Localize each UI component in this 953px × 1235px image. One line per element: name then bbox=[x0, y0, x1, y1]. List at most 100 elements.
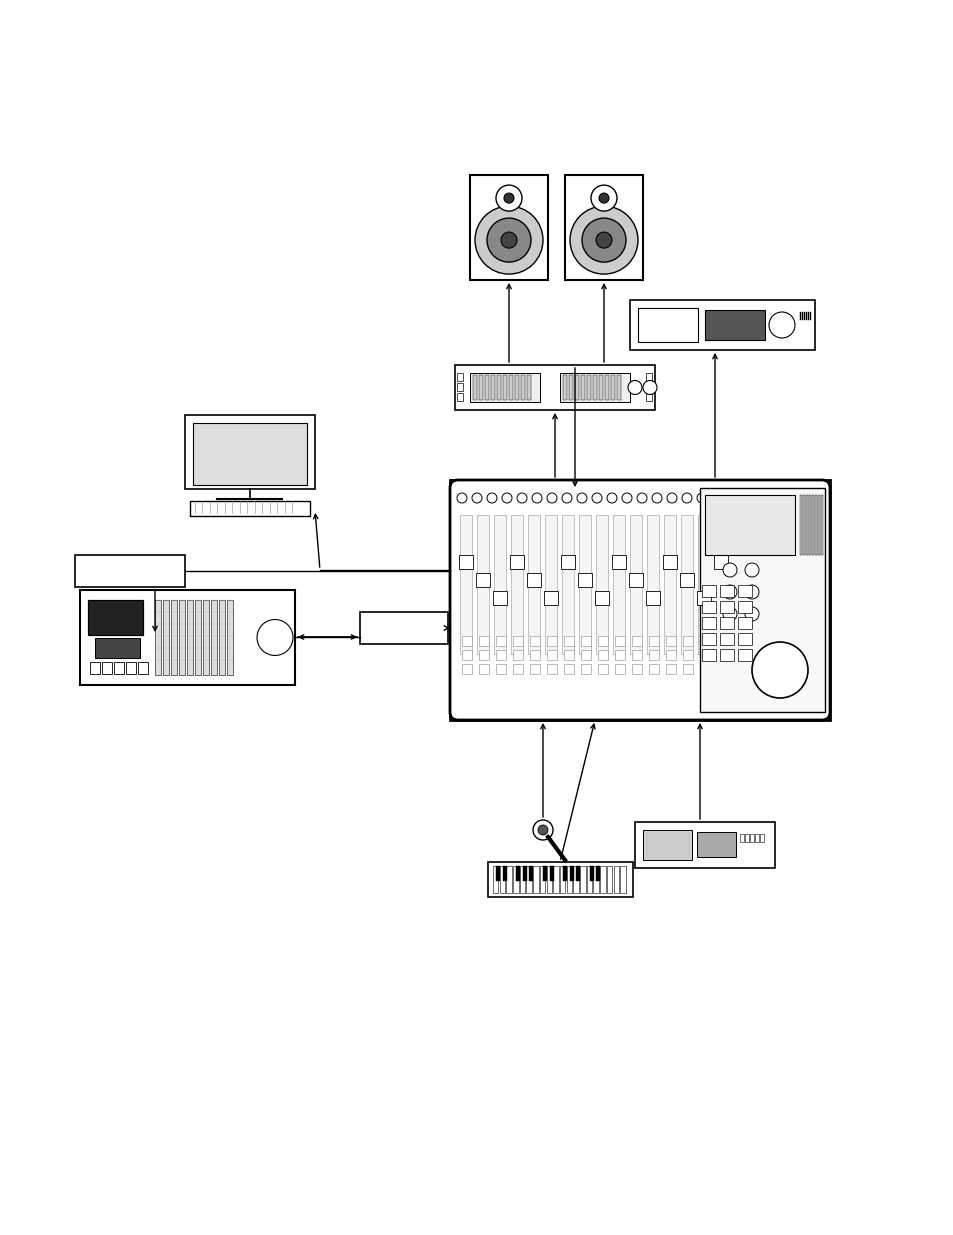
Bar bbox=[646, 515, 659, 655]
Bar bbox=[598, 375, 602, 400]
Bar bbox=[563, 650, 574, 659]
Bar bbox=[530, 664, 539, 674]
Bar bbox=[580, 664, 590, 674]
Bar bbox=[456, 373, 462, 382]
Bar bbox=[497, 375, 500, 400]
Bar bbox=[805, 495, 807, 555]
Circle shape bbox=[681, 493, 691, 503]
Bar bbox=[700, 636, 709, 646]
Bar bbox=[648, 664, 659, 674]
Bar bbox=[193, 424, 307, 485]
Circle shape bbox=[486, 219, 531, 262]
Circle shape bbox=[741, 493, 751, 503]
Bar bbox=[595, 592, 608, 605]
Bar bbox=[190, 500, 310, 515]
Bar bbox=[613, 866, 618, 893]
Bar bbox=[456, 383, 462, 391]
Bar bbox=[821, 495, 822, 555]
Circle shape bbox=[532, 493, 541, 503]
Bar bbox=[544, 515, 557, 655]
Bar bbox=[459, 515, 472, 655]
Bar bbox=[527, 515, 539, 655]
Circle shape bbox=[598, 193, 608, 203]
Bar bbox=[679, 573, 693, 587]
Bar bbox=[559, 373, 629, 403]
Bar bbox=[461, 636, 472, 646]
Bar bbox=[749, 834, 753, 842]
Bar bbox=[511, 515, 522, 655]
Bar bbox=[754, 834, 759, 842]
Bar bbox=[526, 866, 532, 893]
Circle shape bbox=[621, 493, 631, 503]
Bar bbox=[493, 592, 506, 605]
Bar bbox=[598, 650, 607, 659]
Bar bbox=[680, 515, 692, 655]
Circle shape bbox=[666, 493, 677, 503]
Bar bbox=[628, 573, 642, 587]
Bar bbox=[701, 650, 716, 661]
Circle shape bbox=[651, 493, 661, 503]
Bar bbox=[513, 866, 518, 893]
Bar bbox=[615, 650, 624, 659]
Bar bbox=[586, 866, 592, 893]
Bar bbox=[593, 375, 597, 400]
Circle shape bbox=[711, 493, 721, 503]
Circle shape bbox=[606, 493, 617, 503]
Bar bbox=[522, 866, 526, 881]
Bar bbox=[211, 600, 216, 676]
Bar bbox=[698, 515, 709, 655]
Circle shape bbox=[722, 585, 737, 599]
Bar bbox=[631, 664, 641, 674]
Circle shape bbox=[533, 820, 553, 840]
Bar bbox=[506, 866, 512, 893]
Bar bbox=[738, 601, 751, 613]
Bar bbox=[701, 618, 716, 629]
Bar bbox=[663, 515, 676, 655]
Circle shape bbox=[501, 493, 512, 503]
Bar bbox=[701, 634, 716, 645]
Circle shape bbox=[642, 380, 657, 394]
Bar bbox=[586, 375, 590, 400]
Bar bbox=[478, 664, 489, 674]
Bar bbox=[598, 636, 607, 646]
Bar bbox=[631, 636, 641, 646]
Bar bbox=[645, 383, 651, 391]
Circle shape bbox=[475, 206, 542, 274]
Bar bbox=[645, 393, 651, 401]
Bar bbox=[662, 555, 677, 569]
Bar bbox=[619, 866, 625, 893]
Bar bbox=[631, 650, 641, 659]
Bar bbox=[682, 636, 692, 646]
Bar bbox=[458, 555, 473, 569]
Bar bbox=[187, 600, 193, 676]
Bar bbox=[526, 375, 531, 400]
Circle shape bbox=[472, 493, 481, 503]
Bar bbox=[496, 664, 505, 674]
Bar bbox=[526, 573, 540, 587]
Bar bbox=[496, 650, 505, 659]
Bar bbox=[455, 366, 655, 410]
Circle shape bbox=[486, 493, 497, 503]
Bar bbox=[476, 573, 490, 587]
Bar bbox=[638, 308, 698, 342]
Circle shape bbox=[496, 185, 521, 211]
Circle shape bbox=[726, 493, 737, 503]
Bar bbox=[700, 488, 824, 713]
Circle shape bbox=[256, 620, 293, 656]
Circle shape bbox=[517, 493, 526, 503]
Bar bbox=[800, 495, 801, 555]
Bar bbox=[580, 650, 590, 659]
Bar bbox=[546, 650, 557, 659]
Bar bbox=[478, 375, 482, 400]
Bar bbox=[648, 650, 659, 659]
Bar bbox=[359, 613, 448, 643]
Bar bbox=[814, 495, 816, 555]
Bar bbox=[665, 636, 676, 646]
Bar bbox=[513, 636, 522, 646]
Circle shape bbox=[596, 232, 612, 248]
Bar bbox=[95, 638, 140, 658]
Bar bbox=[596, 515, 607, 655]
Bar bbox=[717, 636, 726, 646]
Bar bbox=[163, 600, 169, 676]
Bar bbox=[484, 375, 489, 400]
